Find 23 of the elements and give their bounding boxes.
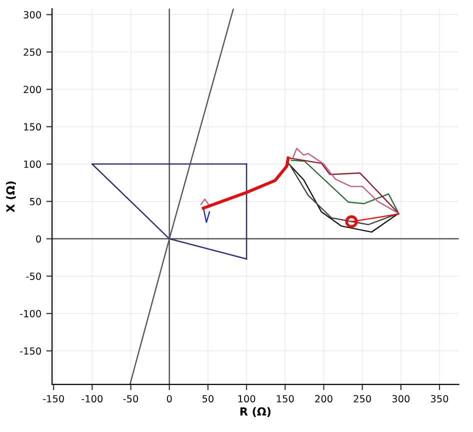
y-tick-label: -150 [20, 347, 41, 355]
y-tick-label: -50 [26, 272, 41, 280]
y-tick-label: 200 [24, 86, 41, 94]
x-tick-label: 200 [315, 395, 332, 402]
x-tick-label: 50 [202, 395, 214, 402]
x-tick-label: 300 [392, 395, 410, 402]
x-tick-label: -150 [43, 395, 64, 402]
x-tick-label: -50 [123, 395, 138, 402]
x-axis-title: R (Ω) [240, 407, 270, 417]
y-axis-title: X (Ω) [6, 181, 16, 212]
y-tick-label: 250 [24, 48, 41, 56]
y-tick-label: 300 [24, 11, 41, 18]
x-tick-label: 0 [166, 395, 172, 402]
y-tick-label: 50 [30, 198, 41, 206]
y-tick-label: 100 [24, 160, 41, 168]
x-tick-label: 100 [238, 395, 256, 402]
x-tick-label: 150 [276, 395, 294, 402]
x-tick-label: -100 [82, 395, 103, 402]
x-tick-label: 350 [430, 395, 448, 402]
y-tick-label: 0 [36, 235, 41, 243]
x-tick-label: 250 [354, 395, 371, 402]
y-tick-label: -100 [20, 310, 41, 318]
y-tick-label: 150 [24, 123, 41, 131]
